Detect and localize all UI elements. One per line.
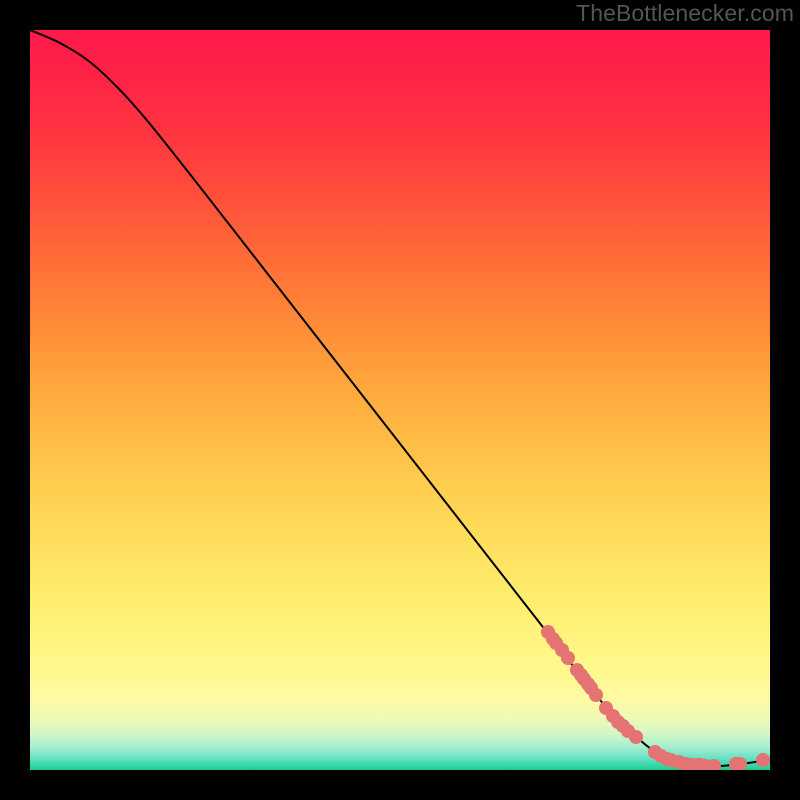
data-marker	[708, 760, 721, 771]
data-marker	[562, 652, 575, 665]
gradient-background	[30, 30, 770, 770]
watermark-text: TheBottlenecker.com	[576, 0, 794, 27]
chart-container: TheBottlenecker.com	[0, 0, 800, 800]
data-marker	[630, 731, 643, 744]
data-marker	[734, 758, 747, 771]
bottleneck-chart	[30, 30, 770, 770]
data-marker	[757, 754, 770, 767]
data-marker	[590, 689, 603, 702]
